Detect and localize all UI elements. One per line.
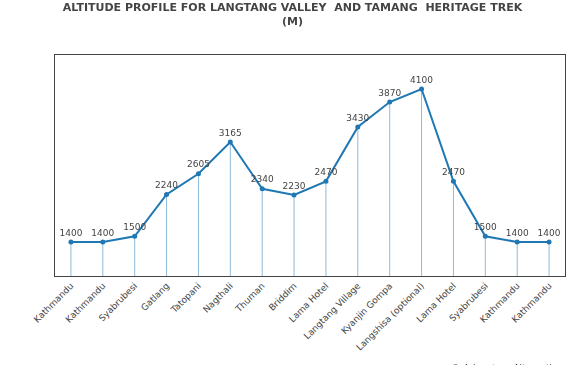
svg-text:1400: 1400 — [91, 228, 114, 238]
svg-text:2470: 2470 — [314, 167, 337, 177]
svg-text:Lama Hotel: Lama Hotel — [415, 281, 458, 324]
svg-text:Kyanjin Gompa: Kyanjin Gompa — [339, 281, 394, 336]
svg-text:Kathmandu: Kathmandu — [510, 281, 554, 325]
svg-text:Syabrubesi: Syabrubesi — [447, 281, 490, 324]
svg-text:1500: 1500 — [474, 222, 497, 232]
svg-text:2470: 2470 — [442, 167, 465, 177]
svg-text:Langtang Village: Langtang Village — [302, 281, 363, 342]
svg-text:Syabrubesi: Syabrubesi — [97, 281, 140, 324]
svg-text:Kathmandu: Kathmandu — [32, 281, 76, 325]
svg-text:3165: 3165 — [219, 128, 242, 138]
svg-text:Langshisa (optional): Langshisa (optional) — [354, 281, 426, 353]
svg-text:2340: 2340 — [251, 174, 274, 184]
svg-text:2605: 2605 — [187, 159, 210, 169]
svg-text:1400: 1400 — [506, 228, 529, 238]
svg-text:3870: 3870 — [378, 88, 401, 98]
svg-text:Briddim: Briddim — [267, 281, 299, 313]
svg-text:ALTITUDE PROFILE FOR LANGTANG: ALTITUDE PROFILE FOR LANGTANG VALLEY AND… — [63, 1, 523, 28]
svg-text:1400: 1400 — [59, 228, 82, 238]
svg-text:Kathmandu: Kathmandu — [64, 281, 108, 325]
svg-text:1400: 1400 — [538, 228, 561, 238]
svg-text:4100: 4100 — [410, 75, 433, 85]
svg-text:Kathmandu: Kathmandu — [478, 281, 522, 325]
svg-text:2230: 2230 — [283, 181, 306, 191]
svg-text:Gatlang: Gatlang — [139, 281, 171, 313]
svg-text:Tatopani: Tatopani — [168, 281, 203, 316]
svg-text:Lama Hotel: Lama Hotel — [287, 281, 330, 324]
svg-text:3430: 3430 — [346, 113, 369, 123]
svg-text:Thuman: Thuman — [233, 281, 267, 315]
svg-text:1500: 1500 — [123, 222, 146, 232]
svg-text:Nagthali: Nagthali — [201, 281, 235, 315]
svg-text:© Adventure Alternative: © Adventure Alternative — [451, 363, 563, 365]
svg-text:2240: 2240 — [155, 180, 178, 190]
